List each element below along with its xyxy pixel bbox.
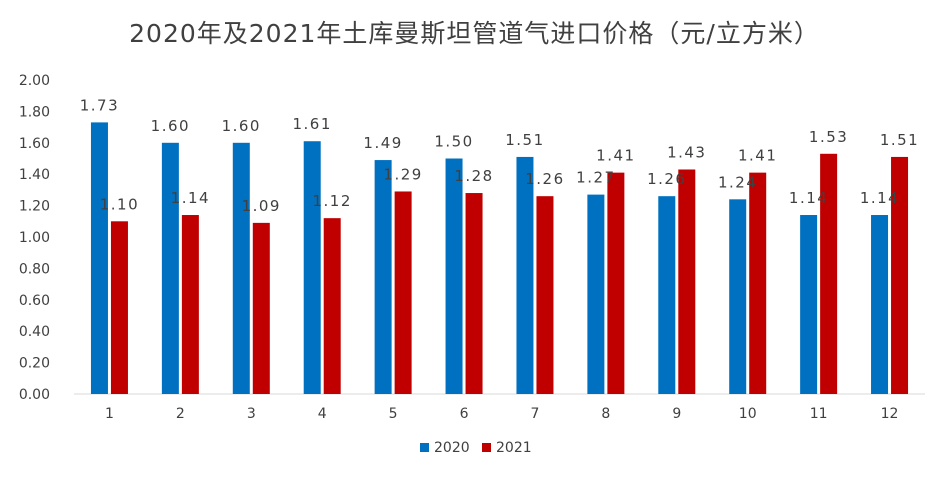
bar-2020-1: [90, 122, 108, 394]
bar-2021-6: [465, 193, 483, 394]
data-label: 1.51: [505, 131, 544, 149]
bar-2021-10: [749, 172, 767, 394]
data-label: 1.14: [789, 189, 828, 207]
bar-2021-4: [323, 218, 341, 394]
bar-2020-10: [729, 199, 747, 394]
legend-label-2021: 2021: [496, 440, 532, 456]
legend-label-2020: 2020: [434, 440, 470, 456]
x-tick-label: 1: [105, 406, 114, 422]
y-tick-label: 1.60: [19, 136, 50, 152]
legend-swatch-2021: [482, 443, 491, 452]
data-label: 1.14: [171, 189, 210, 207]
x-tick-label: 8: [601, 406, 610, 422]
bar-2020-4: [303, 141, 321, 394]
y-tick-label: 1.40: [19, 167, 50, 183]
bar-2021-1: [110, 221, 128, 394]
x-tick-label: 3: [247, 406, 256, 422]
data-label: 1.60: [151, 117, 190, 135]
data-label: 1.60: [222, 117, 261, 135]
data-label: 1.26: [525, 170, 564, 188]
bar-2020-9: [658, 196, 676, 394]
x-axis: 1 2 3 4 5 6 7 8 9 10 11 12: [74, 393, 925, 422]
bar-2020-11: [800, 215, 818, 394]
bar-2021-12: [891, 156, 909, 394]
x-tick-label: 4: [318, 406, 327, 422]
data-label: 1.26: [647, 170, 686, 188]
data-label: 1.28: [454, 167, 493, 185]
data-label: 1.41: [738, 147, 777, 165]
x-tick-label: 5: [389, 406, 398, 422]
x-tick-label: 9: [672, 406, 681, 422]
bar-2021-11: [820, 153, 838, 394]
x-tick-label: 10: [739, 406, 757, 422]
legend: 2020 2021: [420, 440, 532, 456]
data-label: 1.41: [596, 147, 635, 165]
data-label: 1.29: [383, 165, 422, 183]
y-tick-label: 0.20: [19, 356, 50, 372]
data-label: 1.12: [313, 192, 352, 210]
data-label: 1.61: [293, 115, 332, 133]
x-tick-label: 11: [810, 406, 828, 422]
y-tick-label: 0.40: [19, 324, 50, 340]
bar-2021-7: [536, 196, 554, 394]
y-tick-label: 1.00: [19, 230, 50, 246]
data-label: 1.24: [718, 173, 757, 191]
bars-group: [90, 122, 909, 394]
data-label: 1.50: [434, 133, 473, 151]
bar-2021-2: [181, 215, 199, 394]
legend-swatch-2020: [420, 443, 429, 452]
data-label: 1.49: [363, 134, 402, 152]
data-label: 1.27: [576, 169, 615, 187]
bar-2020-3: [232, 142, 250, 394]
bar-2021-8: [607, 172, 625, 394]
y-tick-label: 0.60: [19, 293, 50, 309]
bar-2021-3: [252, 222, 270, 394]
data-label: 1.10: [100, 195, 139, 213]
y-tick-label: 2.00: [19, 73, 50, 89]
data-label: 1.51: [880, 131, 919, 149]
data-label: 1.09: [242, 197, 281, 215]
data-label: 1.14: [860, 189, 899, 207]
y-tick-label: 0.80: [19, 261, 50, 277]
y-tick-label: 0.00: [19, 387, 50, 403]
y-tick-label: 1.80: [19, 104, 50, 120]
bar-2020-8: [587, 194, 605, 394]
y-axis: 0.00 0.20 0.40 0.60 0.80 1.00 1.20 1.40 1.60 1.80…: [19, 73, 50, 403]
bar-2020-5: [374, 160, 392, 394]
x-tick-label: 2: [176, 406, 185, 422]
x-tick-label: 7: [530, 406, 539, 422]
data-labels-group: 1.73 1.10 1.60 1.14 1.60 1.09 1.61 1.12 1.49 1.29…: [80, 96, 919, 215]
x-tick-label: 6: [460, 406, 469, 422]
bar-2020-12: [871, 215, 889, 394]
x-tick-label: 12: [881, 406, 899, 422]
bar-2021-5: [394, 191, 412, 394]
bar-2020-7: [516, 156, 534, 394]
data-label: 1.53: [809, 128, 848, 146]
chart-title: 2020年及2021年土库曼斯坦管道气进口价格（元/立方米）: [129, 19, 820, 48]
bar-2020-2: [161, 142, 179, 394]
bar-2021-9: [678, 169, 696, 394]
data-label: 1.43: [667, 143, 706, 161]
bar-2020-6: [445, 158, 463, 394]
y-tick-label: 1.20: [19, 199, 50, 215]
data-label: 1.73: [80, 96, 119, 114]
